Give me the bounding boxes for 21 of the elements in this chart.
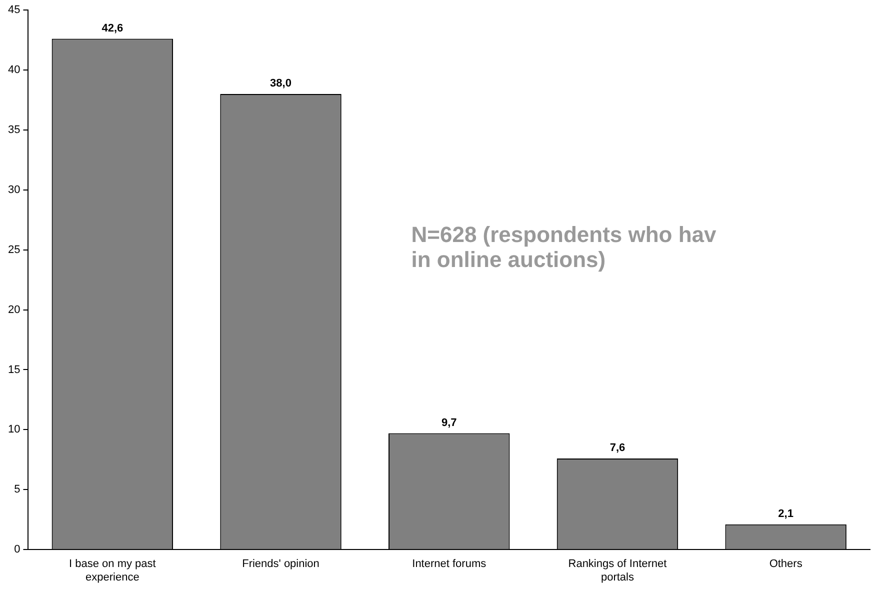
y-tick-label: 45 — [8, 4, 20, 16]
x-tick-label: I base on my past experience — [69, 558, 156, 584]
data-label: 9,7 — [441, 416, 457, 429]
y-tick-label: 5 — [14, 484, 20, 496]
data-label: 38,0 — [270, 77, 292, 90]
y-tick-label: 30 — [8, 184, 20, 196]
x-tick-label: Friends' opinion — [242, 558, 320, 570]
data-label: 7,6 — [610, 442, 626, 454]
y-tick-label: 25 — [8, 244, 20, 256]
y-tick-label: 35 — [8, 124, 20, 136]
x-tick-label: Rankings of Internet portals — [568, 558, 667, 584]
annotation: N=628 (respondents who hav in online auctions) — [411, 222, 718, 272]
x-tick-label: Others — [769, 558, 803, 570]
y-tick-label: 10 — [8, 424, 20, 436]
y-tick-label: 40 — [8, 64, 20, 76]
x-tick-label: Internet forums — [412, 558, 487, 570]
y-tick-label: 15 — [8, 364, 20, 376]
y-tick-label: 0 — [14, 544, 20, 556]
data-label: 42,6 — [102, 22, 124, 34]
y-tick-label: 20 — [8, 304, 20, 316]
data-label: 2,1 — [778, 508, 794, 520]
